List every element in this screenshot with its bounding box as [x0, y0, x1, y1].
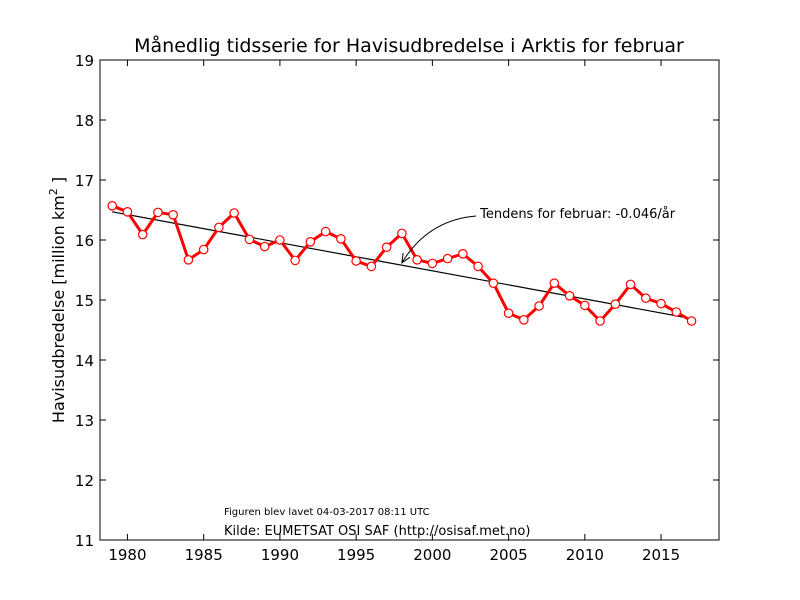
x-tick-label: 2010	[566, 546, 604, 564]
x-tick-label: 1995	[337, 546, 375, 564]
data-point	[610, 299, 621, 309]
annotation-layer: Tendens for februar: -0.046/år	[401, 207, 676, 264]
data-point	[214, 222, 224, 233]
data-point	[381, 242, 392, 252]
annotation-arrow	[401, 215, 477, 264]
data-point	[153, 207, 163, 218]
data-point	[488, 278, 499, 288]
y-tick-label: 14	[75, 352, 94, 370]
x-tick-label: 1980	[108, 546, 146, 564]
data-point	[473, 261, 483, 272]
data-point	[229, 208, 239, 218]
data-point	[107, 201, 117, 211]
x-tick-label: 2000	[413, 546, 451, 564]
data-point	[595, 316, 605, 326]
data-point	[503, 308, 514, 318]
trend-layer	[112, 211, 692, 320]
plot-area: 11 12 13 14 15 16 17 18 19 1980 1985 1990 1995 2000 2…	[75, 52, 720, 564]
x-tick-label: 2015	[642, 546, 680, 564]
data-point	[275, 235, 285, 245]
y-tick-label: 11	[75, 532, 94, 550]
y-tick-label: 13	[75, 412, 94, 430]
trend-annotation: Tendens for februar: -0.046/år	[479, 207, 676, 222]
data-point	[290, 255, 300, 266]
x-axis: 1980 1985 1990 1995 2000 2005 2010 2015	[108, 60, 680, 564]
chart-title: Månedlig tidsserie for Havisudbredelse i…	[134, 34, 684, 57]
data-point	[625, 279, 636, 290]
y-axis-label-main: Havisudbredelse [million km	[49, 195, 68, 423]
data-point	[580, 300, 590, 311]
y-axis-label: Havisudbredelse [million km2 ]	[47, 177, 68, 423]
plot-frame	[99, 59, 720, 541]
data-point	[686, 316, 697, 326]
data-point	[168, 210, 178, 220]
data-point	[336, 234, 346, 244]
x-tick-label: 1985	[185, 546, 223, 564]
data-point	[549, 278, 560, 288]
data-point	[641, 293, 651, 303]
annotation-arrowhead	[401, 252, 411, 264]
data-point	[183, 254, 194, 265]
series-layer	[107, 201, 697, 326]
data-point	[198, 244, 209, 255]
data-point	[519, 314, 529, 325]
data-point	[427, 258, 438, 269]
data-point	[442, 253, 453, 264]
y-tick-label: 17	[75, 172, 94, 190]
data-point	[351, 256, 361, 266]
x-tick-label: 2005	[490, 546, 528, 564]
y-axis-label-end: ]	[49, 177, 68, 188]
y-tick-label: 18	[75, 112, 94, 130]
y-tick-label: 15	[75, 292, 94, 310]
figure-created-note: Figuren blev lavet 04-03-2017 08:11 UTC	[224, 507, 430, 518]
y-axis: 11 12 13 14 15 16 17 18 19	[75, 52, 719, 550]
data-point	[244, 234, 255, 245]
data-point	[412, 254, 422, 265]
y-tick-label: 16	[75, 232, 94, 250]
data-point	[366, 261, 377, 272]
data-point	[259, 241, 270, 252]
data-point	[122, 207, 133, 217]
y-tick-label: 12	[75, 472, 94, 490]
data-point	[305, 237, 316, 247]
data-point	[458, 249, 468, 259]
data-point	[564, 290, 575, 301]
y-tick-label: 19	[75, 52, 94, 70]
source-note: Kilde: EUMETSAT OSI SAF (http://osisaf.m…	[224, 524, 530, 539]
data-point	[671, 307, 682, 317]
data-point	[397, 228, 407, 239]
y-axis-label-sup: 2	[47, 188, 60, 195]
trend-line	[112, 211, 692, 320]
data-point	[534, 301, 544, 311]
data-point	[137, 229, 148, 240]
x-tick-label: 1990	[261, 546, 299, 564]
data-point	[656, 298, 666, 309]
data-point	[320, 226, 331, 237]
